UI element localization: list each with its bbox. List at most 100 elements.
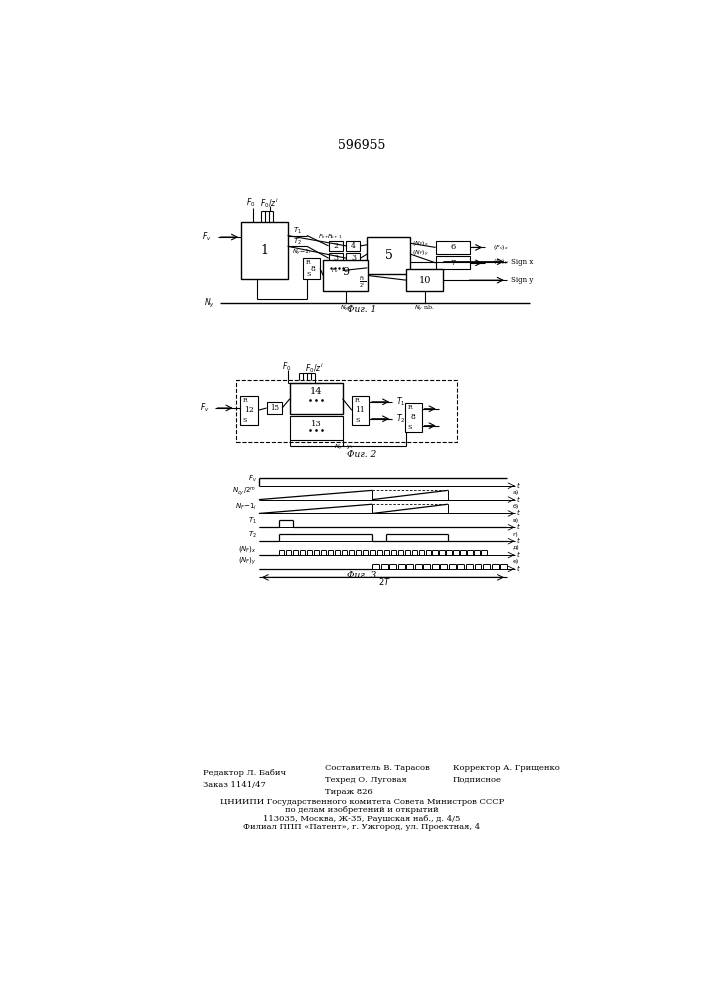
Bar [404, 403, 421, 432]
Text: в): в) [513, 518, 518, 523]
Text: 13: 13 [311, 420, 322, 428]
Text: 12: 12 [244, 406, 254, 414]
Text: 9: 9 [342, 267, 349, 277]
Text: $(N_F)_x$: $(N_F)_x$ [238, 544, 257, 554]
Text: R: R [306, 260, 311, 265]
Text: $T_1$: $T_1$ [247, 516, 257, 526]
Bar [290, 383, 343, 414]
Text: Sign x: Sign x [510, 258, 533, 266]
Text: по делам изобретений и открытий: по делам изобретений и открытий [285, 806, 439, 814]
Text: ЦНИИПИ Государственного комитета Совета Министров СССР: ЦНИИПИ Государственного комитета Совета … [220, 798, 504, 806]
Bar [436, 256, 469, 269]
Text: 113035, Москва, Ж-35, Раушская наб., д. 4/5: 113035, Москва, Ж-35, Раушская наб., д. … [263, 815, 461, 823]
Text: S: S [355, 418, 359, 423]
Text: б): б) [513, 504, 518, 509]
Text: $F_k$: $F_k$ [332, 266, 340, 275]
Text: S: S [306, 272, 310, 277]
Text: $F_0/z^i$: $F_0/z^i$ [305, 361, 324, 375]
Text: $(N_F)_y$: $(N_F)_y$ [238, 556, 257, 567]
Text: $F_{k+1}$: $F_{k+1}$ [327, 233, 343, 241]
Text: $N_y$: $N_y$ [204, 297, 215, 310]
Text: 2: 2 [333, 242, 338, 250]
Text: $N_y$ nb.: $N_y$ nb. [414, 304, 435, 314]
Bar [368, 237, 410, 274]
Text: $N_{y1}$: $N_{y1}$ [340, 304, 351, 314]
Bar [303, 258, 320, 279]
Text: $(F_v)_x$: $(F_v)_x$ [493, 243, 509, 252]
Text: $\frac{F_0}{2^i}$: $\frac{F_0}{2^i}$ [359, 274, 367, 290]
Text: 8: 8 [411, 413, 416, 421]
Text: 8: 8 [310, 265, 315, 273]
Bar [290, 416, 343, 440]
Text: R: R [355, 398, 360, 403]
Bar [346, 253, 361, 263]
Text: $2T$: $2T$ [378, 576, 391, 587]
Bar [406, 269, 443, 291]
Text: Фиг. 1: Фиг. 1 [347, 305, 377, 314]
Bar [240, 396, 258, 425]
Text: Фиг. 2: Фиг. 2 [347, 450, 377, 459]
Text: 4: 4 [351, 242, 356, 250]
Text: t: t [517, 524, 520, 530]
Text: R: R [243, 398, 247, 403]
Text: г): г) [513, 532, 518, 537]
Bar [323, 260, 368, 291]
Text: д): д) [513, 545, 519, 550]
Bar [352, 396, 369, 425]
Text: $F_v$: $F_v$ [199, 402, 209, 414]
Text: $T_2$: $T_2$ [247, 529, 257, 540]
Text: Корректор А. Грищенко
Подписное: Корректор А. Грищенко Подписное [452, 764, 559, 784]
Bar [346, 241, 361, 251]
Text: е): е) [513, 559, 518, 564]
Bar [436, 241, 469, 254]
Text: 5: 5 [385, 249, 392, 262]
Text: $T_1$: $T_1$ [396, 396, 406, 408]
Bar [329, 266, 343, 276]
Text: t: t [517, 497, 520, 503]
Text: t: t [517, 566, 520, 572]
Text: $T_2$: $T_2$ [293, 237, 302, 247]
Text: $(F_v)_y$: $(F_v)_y$ [493, 258, 509, 268]
Text: $N_{y}{-}y_i$: $N_{y}{-}y_i$ [334, 443, 354, 453]
Bar [329, 241, 343, 251]
Text: $F_0$: $F_0$ [282, 361, 291, 373]
Text: Редактор Л. Бабич
Заказ 1141/47: Редактор Л. Бабич Заказ 1141/47 [203, 769, 286, 789]
Text: 6: 6 [450, 243, 455, 251]
Text: Филиал ППП «Патент», г. Ужгород, ул. Проектная, 4: Филиал ППП «Патент», г. Ужгород, ул. Про… [243, 823, 481, 831]
Text: 3: 3 [351, 254, 356, 262]
Text: 1: 1 [260, 244, 268, 257]
Text: 7: 7 [450, 259, 455, 267]
Text: S: S [243, 418, 247, 423]
Text: $N_F{-}1_i$: $N_F{-}1_i$ [235, 502, 257, 512]
Text: 14: 14 [310, 387, 322, 396]
Text: 3: 3 [333, 254, 338, 262]
Bar [241, 222, 288, 279]
Text: Sign y: Sign y [510, 276, 533, 284]
Text: 11: 11 [356, 406, 366, 414]
Bar [329, 253, 343, 263]
Text: S: S [408, 425, 412, 430]
Text: $N_y{-}1_i$: $N_y{-}1_i$ [291, 248, 312, 258]
Text: 15: 15 [270, 404, 279, 412]
Text: $T_2$: $T_2$ [396, 413, 406, 425]
Text: t: t [517, 552, 520, 558]
Text: a): a) [513, 490, 518, 495]
Text: t: t [517, 483, 520, 489]
Text: t: t [517, 510, 520, 516]
Text: $F_0$: $F_0$ [246, 197, 256, 209]
Text: $F_v$: $F_v$ [247, 474, 257, 484]
Text: $F_{k+1}$: $F_{k+1}$ [317, 232, 334, 241]
Text: Составитель В. Тарасов
Техред О. Луговая
Тираж 826: Составитель В. Тарасов Техред О. Луговая… [325, 764, 429, 796]
Text: $F_0/z^i$: $F_0/z^i$ [260, 196, 279, 210]
Bar [267, 402, 282, 414]
Text: R: R [408, 405, 412, 410]
Text: Фиг. 3: Фиг. 3 [347, 571, 377, 580]
Text: $F_v$: $F_v$ [202, 231, 211, 243]
Bar [235, 380, 457, 442]
Text: $N_{cy}/2^m$: $N_{cy}/2^m$ [232, 486, 257, 498]
Text: $(N_F)_y$: $(N_F)_y$ [411, 249, 428, 259]
Text: $T_1$: $T_1$ [293, 226, 302, 236]
Text: 10: 10 [419, 276, 431, 285]
Text: $(N_F)_x$: $(N_F)_x$ [411, 239, 428, 248]
Text: t: t [517, 538, 520, 544]
